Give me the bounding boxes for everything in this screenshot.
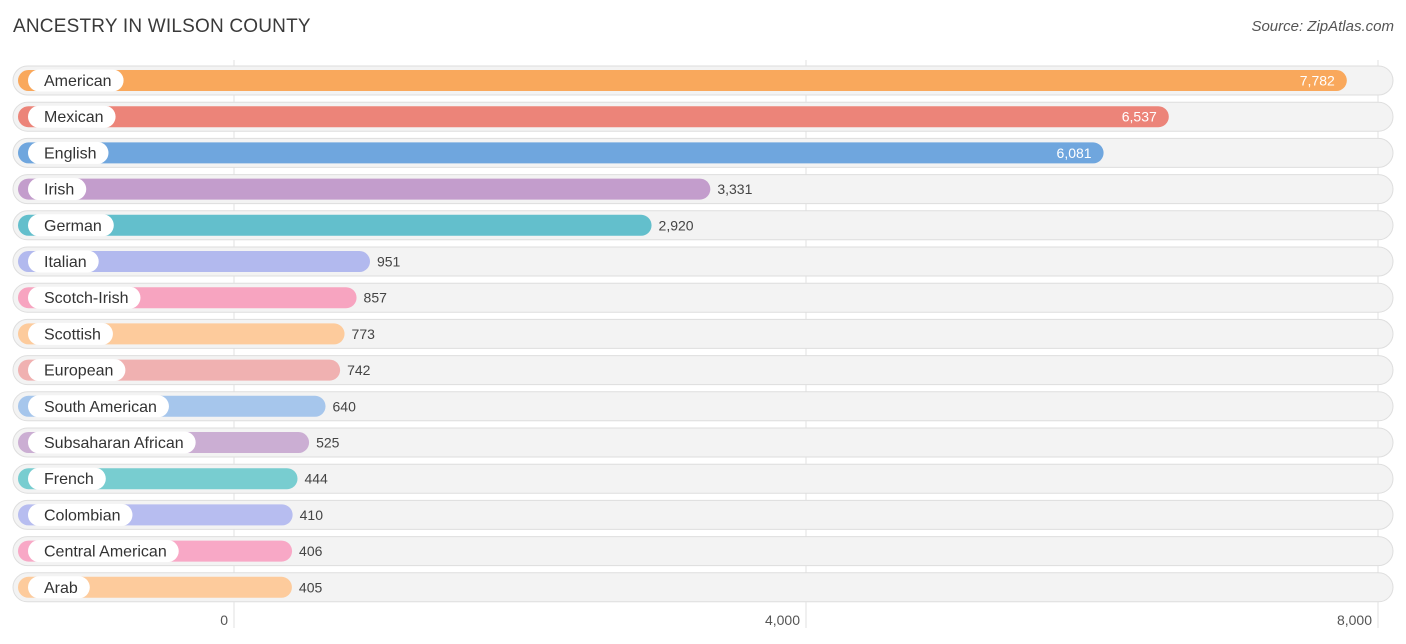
category-label-pill (28, 576, 90, 599)
value-label: 406 (299, 543, 323, 559)
value-label: 857 (364, 290, 388, 306)
bar-row: Mexican 6,537 (12, 101, 1394, 132)
value-label: 951 (377, 254, 401, 270)
x-axis-ticks: 0 4,000 8,000 (220, 612, 1372, 628)
value-label: 2,920 (659, 217, 694, 233)
category-label: Scottish (44, 326, 101, 343)
x-tick-label: 0 (220, 612, 228, 628)
category-label-pill (28, 250, 99, 273)
category-label: Central American (44, 544, 167, 561)
category-label-pill (28, 214, 114, 237)
category-label-pill (28, 540, 179, 563)
category-label-pill (28, 105, 116, 128)
category-label: South American (44, 399, 157, 416)
value-label: 640 (333, 398, 357, 414)
bar-row: Colombian 410 (12, 499, 1394, 530)
bar-row: Scotch-Irish 857 (12, 282, 1394, 313)
value-label: 6,081 (1057, 145, 1092, 161)
category-label: Irish (44, 182, 74, 199)
bar-row: Italian 951 (12, 246, 1394, 277)
bar-track (12, 536, 1394, 567)
category-label: English (44, 145, 96, 162)
category-label: Italian (44, 254, 87, 271)
bar (18, 178, 711, 200)
category-label: European (44, 363, 113, 380)
bar-row: French 444 (12, 463, 1394, 494)
category-label: Subsaharan African (44, 435, 184, 452)
value-label: 410 (300, 507, 324, 523)
source-attribution: Source: ZipAtlas.com (1251, 18, 1394, 35)
bar-track (12, 391, 1394, 422)
value-label: 7,782 (1300, 73, 1335, 89)
bar (18, 106, 1169, 128)
category-label-pill (28, 69, 124, 92)
value-label: 742 (347, 362, 371, 378)
bar-row: European 742 (12, 355, 1394, 386)
category-label: German (44, 218, 102, 235)
bar (18, 214, 652, 236)
bar-track (12, 463, 1394, 494)
value-label: 773 (352, 326, 376, 342)
bar-track (12, 355, 1394, 386)
category-label-pill (28, 286, 141, 309)
bar-track (12, 499, 1394, 530)
bar-row: Irish 3,331 (12, 174, 1394, 205)
bar-track (12, 318, 1394, 349)
bar (18, 142, 1104, 164)
category-label: Scotch-Irish (44, 290, 128, 307)
bar (18, 251, 370, 272)
bar-track (12, 282, 1394, 313)
bar-row: English 6,081 (12, 137, 1394, 168)
bar-row: American 7,782 (12, 65, 1394, 96)
value-label: 444 (304, 471, 328, 487)
x-tick-label: 4,000 (765, 612, 800, 628)
category-label-pill (28, 178, 87, 201)
category-label-pill (28, 431, 196, 454)
value-label: 525 (316, 435, 340, 451)
bar (18, 70, 1347, 91)
bar-row: Arab 405 (12, 572, 1394, 603)
category-label: Arab (44, 580, 78, 597)
category-label-pill (28, 395, 169, 418)
chart-title: ANCESTRY IN WILSON COUNTY (13, 16, 311, 37)
category-label-pill (28, 467, 106, 490)
x-tick-label: 8,000 (1337, 612, 1372, 628)
category-label: French (44, 471, 94, 488)
bar-row: German 2,920 (12, 210, 1394, 241)
category-label: Colombian (44, 507, 120, 524)
category-label-pill (28, 141, 109, 164)
category-label-pill (28, 322, 113, 345)
bar-row: Scottish 773 (12, 318, 1394, 349)
category-label-pill (28, 359, 126, 382)
bar-row: South American 640 (12, 391, 1394, 422)
bar-row: Central American 406 (12, 536, 1394, 567)
bar-row: Subsaharan African 525 (12, 427, 1394, 458)
category-label-pill (28, 503, 133, 526)
bar-track (12, 572, 1394, 603)
category-label: Mexican (44, 109, 104, 126)
value-label: 6,537 (1122, 109, 1157, 125)
value-label: 405 (299, 579, 323, 595)
category-label: American (44, 73, 112, 90)
value-label: 3,331 (717, 181, 752, 197)
bar-track (12, 427, 1394, 458)
bar-rows: American 7,782 Mexican 6,537 English 6,081 Iri… (12, 65, 1394, 603)
